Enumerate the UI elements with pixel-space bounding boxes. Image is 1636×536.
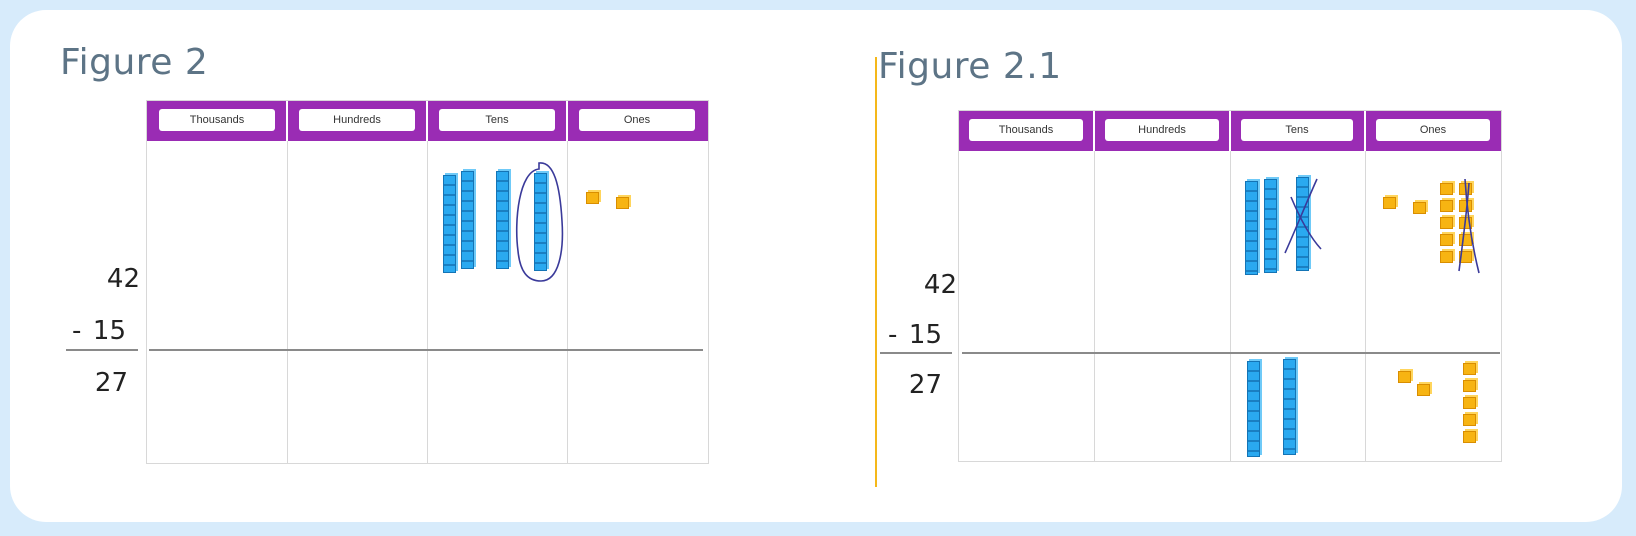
one-cube — [586, 192, 599, 204]
subtrahend: 15 — [92, 316, 126, 346]
regroup-circle-annotation — [515, 162, 564, 282]
one-cube — [1440, 234, 1453, 246]
figure-2-title: Figure 2 — [60, 42, 209, 83]
column-label-tens: Tens — [439, 109, 555, 131]
result-one-cube — [1463, 363, 1476, 375]
place-value-chart-2: Thousands Hundreds Tens Ones — [958, 110, 1502, 462]
ten-rod — [443, 175, 456, 273]
result-one-cube — [1417, 384, 1430, 396]
answer-line-left — [880, 352, 952, 354]
result-ten-rod — [1283, 359, 1296, 455]
column-label-tens: Tens — [1241, 119, 1353, 141]
column-label-hundreds: Hundreds — [1105, 119, 1219, 141]
result-one-cube — [1463, 414, 1476, 426]
result-one-cube — [1463, 397, 1476, 409]
one-cube — [1440, 200, 1453, 212]
ten-rod — [461, 171, 474, 269]
one-cube — [1413, 202, 1426, 214]
column-label-thousands: Thousands — [159, 109, 275, 131]
minuend: 42 — [923, 270, 957, 300]
place-value-chart-1: Thousands Hundreds Tens Ones — [146, 100, 709, 464]
one-cube — [1383, 197, 1396, 209]
one-cube — [1440, 251, 1453, 263]
subtrahend: 15 — [908, 320, 942, 350]
one-cube-crossed — [1459, 251, 1472, 263]
answer-line-left — [66, 349, 138, 351]
one-cube-crossed — [1459, 200, 1472, 212]
column-label-thousands: Thousands — [969, 119, 1083, 141]
one-cube — [1440, 183, 1453, 195]
ten-rod — [496, 171, 509, 269]
result-one-cube — [1398, 371, 1411, 383]
ten-rod — [1245, 181, 1258, 275]
column-label-hundreds: Hundreds — [299, 109, 415, 131]
ten-rod-crossed — [1296, 177, 1309, 271]
difference: 27 — [94, 368, 128, 398]
figure-divider — [875, 57, 877, 487]
cross-out-annotations — [1284, 178, 1480, 274]
worksheet-card: Figure 2 Thousands Hundreds Tens Ones — [10, 10, 1622, 522]
result-ten-rod — [1247, 361, 1260, 457]
ten-rod — [1264, 179, 1277, 273]
column-label-ones: Ones — [1376, 119, 1490, 141]
answer-line-chart — [962, 352, 1500, 354]
one-cube — [1440, 217, 1453, 229]
result-one-cube — [1463, 380, 1476, 392]
figure-2-1-title: Figure 2.1 — [878, 46, 1062, 87]
ten-rod — [534, 173, 547, 271]
result-one-cube — [1463, 431, 1476, 443]
minuend: 42 — [106, 264, 140, 294]
difference: 27 — [908, 370, 942, 400]
answer-line-chart — [149, 349, 703, 351]
minus-sign: - — [72, 316, 82, 346]
one-cube — [616, 197, 629, 209]
column-label-ones: Ones — [579, 109, 695, 131]
minus-sign: - — [888, 320, 898, 350]
